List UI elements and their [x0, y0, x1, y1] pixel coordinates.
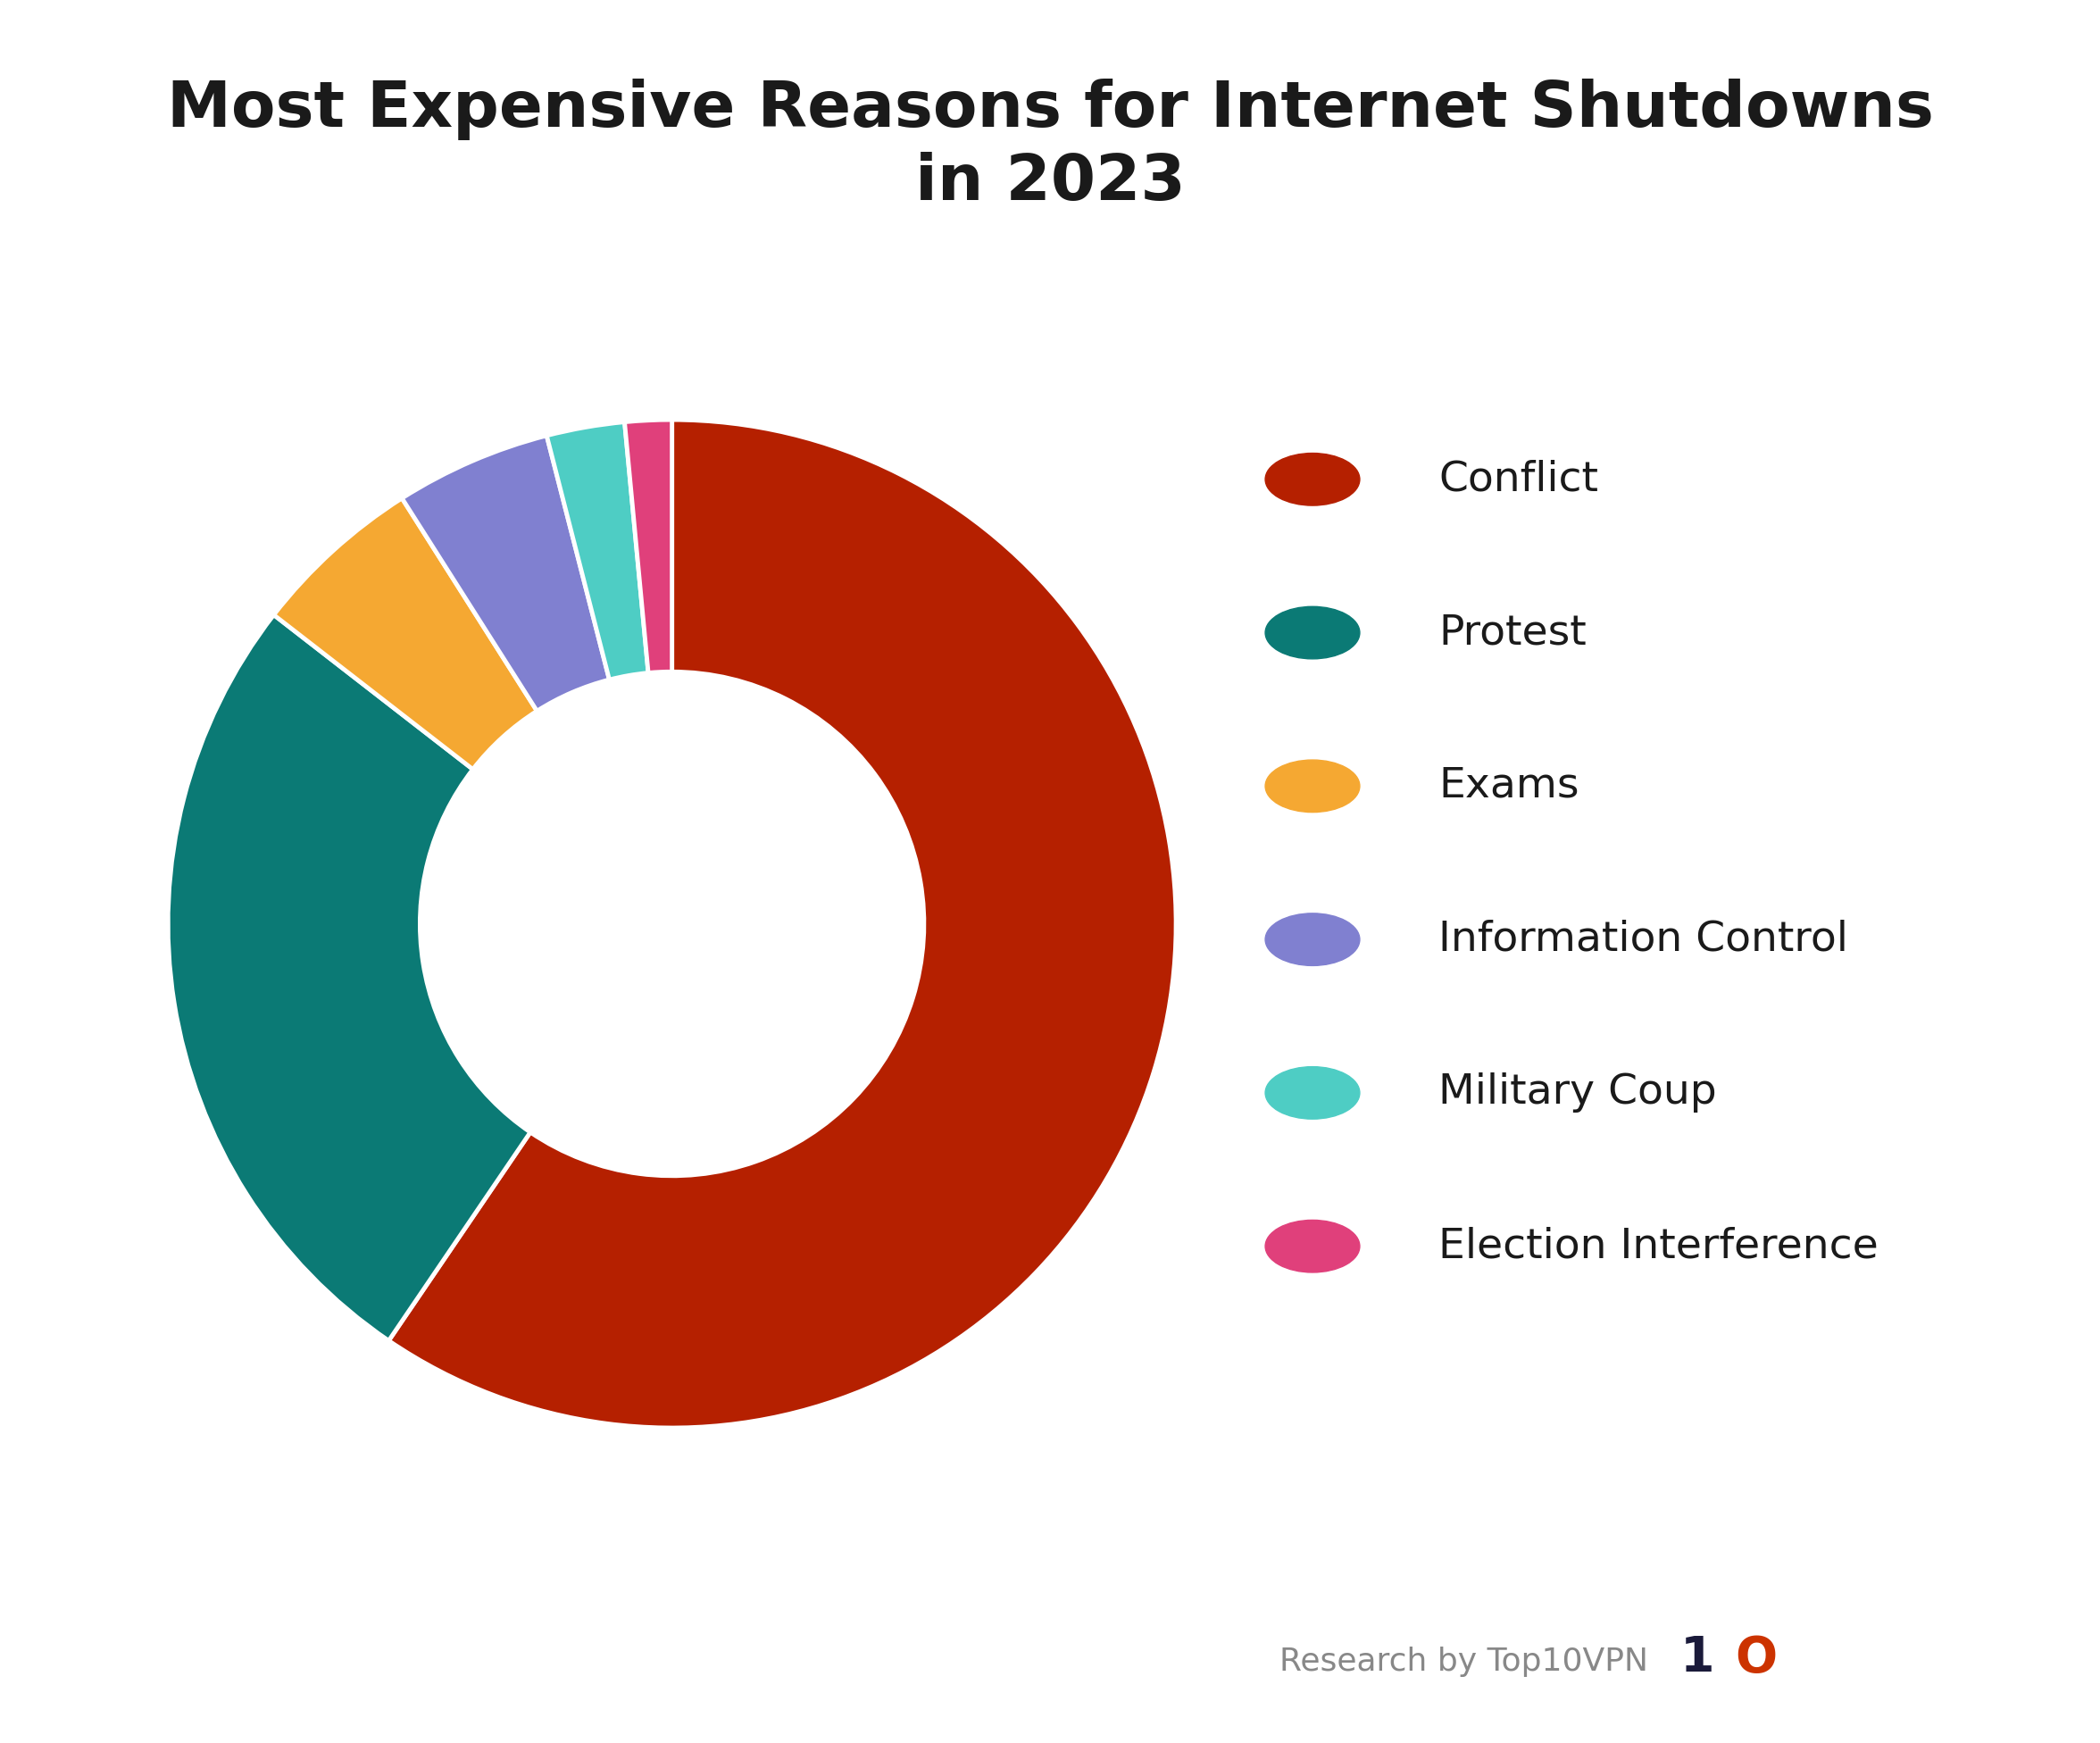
Text: Most Expensive Reasons for Internet Shutdowns
in 2023: Most Expensive Reasons for Internet Shut…	[166, 78, 1934, 214]
Text: O: O	[1735, 1633, 1777, 1682]
Text: Conflict: Conflict	[1439, 458, 1598, 500]
Text: Election Interference: Election Interference	[1439, 1225, 1880, 1267]
Text: 1: 1	[1680, 1633, 1714, 1682]
Text: Information Control: Information Control	[1439, 919, 1848, 960]
Wedge shape	[546, 422, 649, 680]
Text: Research by Top10VPN: Research by Top10VPN	[1279, 1647, 1649, 1677]
Wedge shape	[401, 436, 609, 711]
Text: Military Coup: Military Coup	[1439, 1072, 1718, 1114]
Wedge shape	[388, 420, 1176, 1428]
Wedge shape	[273, 498, 538, 769]
Wedge shape	[624, 420, 672, 673]
Text: Protest: Protest	[1439, 612, 1586, 654]
Wedge shape	[168, 615, 531, 1340]
Text: Exams: Exams	[1439, 765, 1579, 807]
